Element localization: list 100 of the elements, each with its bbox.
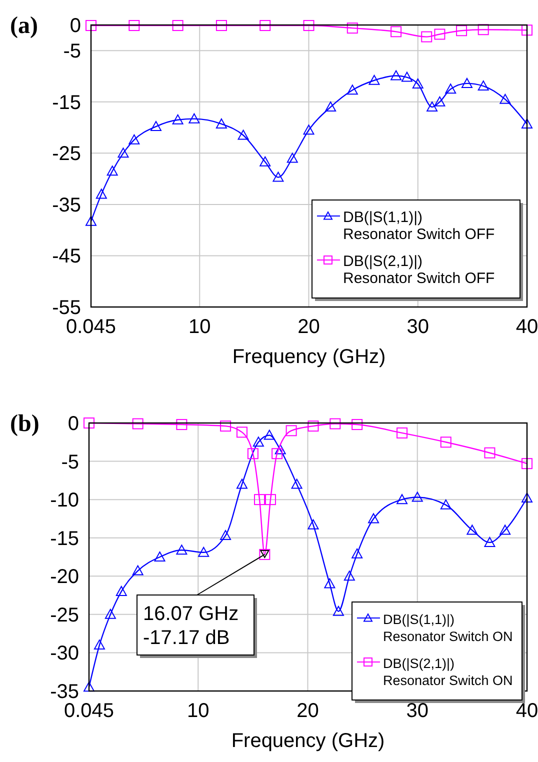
point bbox=[198, 546, 210, 557]
point bbox=[118, 148, 129, 158]
x-tick-label: 20 bbox=[298, 316, 320, 338]
point bbox=[434, 96, 446, 106]
point bbox=[522, 24, 532, 36]
point bbox=[352, 548, 363, 558]
point bbox=[286, 152, 298, 163]
legend-label: DB(|S(2,1)|) Resonator Switch ON bbox=[383, 656, 513, 688]
point bbox=[346, 84, 358, 95]
x-tick-label: 20 bbox=[296, 700, 319, 722]
point bbox=[522, 458, 532, 470]
point bbox=[96, 188, 107, 199]
point bbox=[308, 519, 319, 530]
point bbox=[154, 552, 166, 562]
point bbox=[236, 426, 248, 438]
point bbox=[440, 499, 452, 510]
point bbox=[390, 70, 402, 80]
x-tick-label: 0.045 bbox=[64, 700, 114, 722]
legend-label: DB(|S(1,1)|) Resonator Switch ON bbox=[383, 612, 513, 644]
point bbox=[252, 436, 264, 447]
y-tick-label: -35 bbox=[52, 194, 81, 216]
point bbox=[484, 536, 496, 547]
y-tick-label: -5 bbox=[61, 451, 79, 474]
point bbox=[478, 24, 489, 36]
x-tick-label: 30 bbox=[406, 316, 429, 338]
point bbox=[461, 78, 472, 88]
x-axis-title: Frequency (GHz) bbox=[232, 346, 386, 368]
point bbox=[84, 418, 94, 428]
point bbox=[286, 425, 297, 436]
point bbox=[172, 114, 184, 124]
point bbox=[500, 524, 511, 535]
point bbox=[172, 20, 184, 32]
y-tick-label: -15 bbox=[50, 528, 79, 550]
point bbox=[368, 74, 380, 85]
x-tick-label: 10 bbox=[188, 316, 211, 338]
point bbox=[368, 513, 380, 524]
point bbox=[176, 544, 188, 555]
y-tick-label: 0 bbox=[68, 413, 79, 435]
point bbox=[522, 118, 532, 128]
y-tick-label: -25 bbox=[50, 604, 79, 626]
chart-title: (a) bbox=[10, 13, 38, 39]
x-axis-title: Frequency (GHz) bbox=[231, 730, 385, 752]
point bbox=[478, 80, 489, 91]
point bbox=[426, 102, 438, 112]
point bbox=[132, 565, 144, 576]
point bbox=[94, 640, 105, 650]
point bbox=[440, 436, 452, 448]
y-tick-label: -25 bbox=[52, 143, 81, 166]
point bbox=[220, 530, 232, 540]
point bbox=[332, 606, 344, 616]
point bbox=[401, 72, 412, 82]
point bbox=[390, 26, 402, 38]
point bbox=[106, 166, 118, 176]
point bbox=[330, 418, 341, 430]
annotation: 16.07 GHz -17.17 dB bbox=[143, 603, 239, 649]
point bbox=[254, 494, 266, 506]
point bbox=[344, 570, 355, 581]
point bbox=[466, 524, 478, 535]
point bbox=[216, 118, 227, 128]
point bbox=[132, 418, 144, 430]
point bbox=[128, 134, 140, 144]
point bbox=[188, 113, 200, 124]
point bbox=[352, 419, 363, 430]
point bbox=[325, 102, 336, 112]
y-tick-label: -10 bbox=[50, 490, 79, 512]
legend-label: DB(|S(1,1)|) Resonator Switch OFF bbox=[343, 209, 495, 243]
point bbox=[272, 172, 284, 182]
x-tick-label: 40 bbox=[516, 700, 538, 722]
legend-label: DB(|S(2,1)|) Resonator Switch OFF bbox=[343, 253, 495, 287]
point bbox=[272, 448, 283, 460]
y-tick-label: -15 bbox=[52, 92, 81, 114]
point bbox=[264, 430, 275, 440]
point bbox=[434, 28, 446, 40]
y-tick-label: 0 bbox=[70, 15, 81, 37]
point bbox=[324, 578, 336, 588]
point bbox=[412, 78, 424, 88]
y-tick-label: -20 bbox=[50, 566, 79, 588]
point bbox=[216, 20, 227, 32]
point bbox=[260, 156, 271, 166]
point bbox=[116, 586, 127, 596]
point bbox=[104, 608, 116, 619]
y-tick-label: -55 bbox=[52, 297, 81, 319]
y-tick-label: -45 bbox=[52, 246, 81, 268]
point bbox=[445, 84, 456, 94]
point bbox=[412, 492, 423, 502]
point bbox=[260, 20, 271, 32]
x-tick-label: 40 bbox=[516, 316, 538, 338]
point bbox=[236, 478, 248, 489]
point bbox=[220, 420, 232, 432]
point bbox=[303, 20, 314, 32]
point bbox=[396, 427, 408, 438]
point bbox=[238, 130, 249, 140]
point bbox=[421, 31, 432, 42]
x-tick-label: 10 bbox=[187, 700, 210, 722]
point bbox=[247, 448, 258, 460]
point bbox=[176, 419, 188, 430]
point bbox=[86, 216, 96, 226]
point bbox=[303, 124, 314, 135]
chart-title: (b) bbox=[10, 411, 40, 437]
point bbox=[264, 494, 276, 506]
